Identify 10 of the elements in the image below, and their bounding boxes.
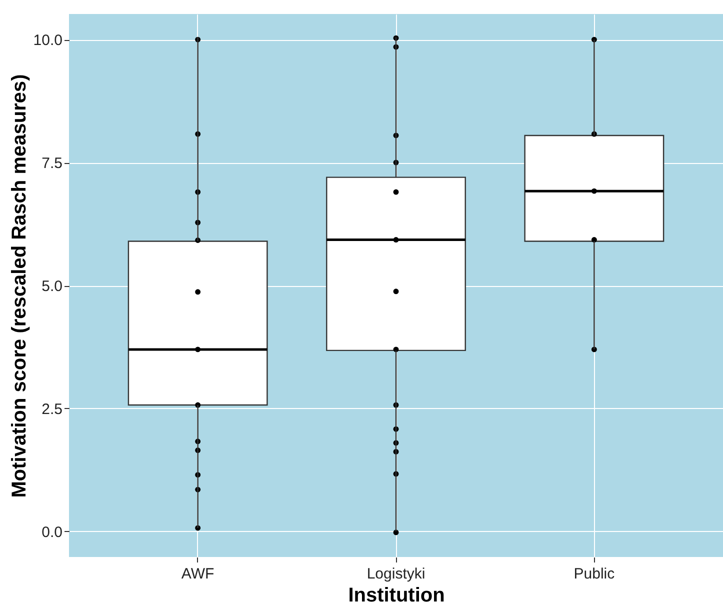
x-tick-label: Logistyki — [366, 566, 426, 582]
y-axis-title: Motivation score (rescaled Rasch measures) — [8, 74, 30, 498]
y-tick-label: 2.5 — [42, 400, 62, 418]
x-axis-title: Institution — [348, 584, 445, 606]
y-tick-label: 10.0 — [33, 32, 62, 50]
x-tick-label: Public — [574, 566, 616, 582]
y-tick-label: 7.5 — [42, 155, 62, 172]
y-tick-label: 0.0 — [42, 524, 62, 541]
y-tick-label: 5.0 — [42, 278, 62, 295]
x-tick-label: AWF — [181, 566, 214, 582]
